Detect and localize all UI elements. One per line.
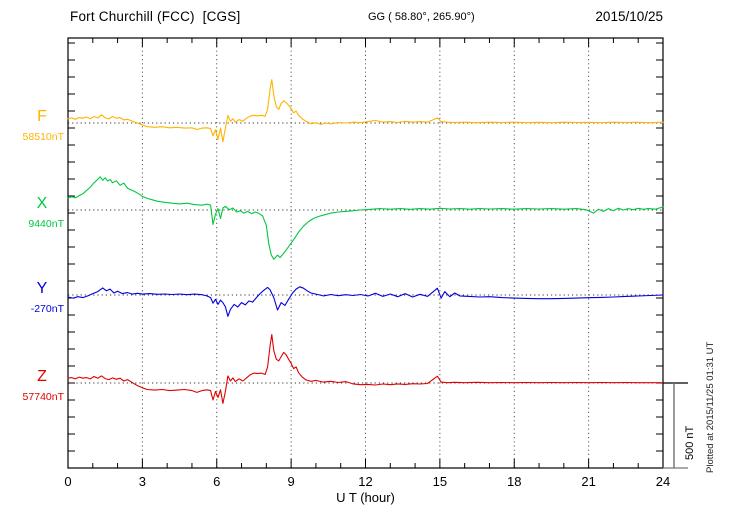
plot-date: 2015/10/25 xyxy=(595,9,663,24)
x-tick-label: 18 xyxy=(507,474,521,489)
trace-Z xyxy=(67,334,664,404)
x-tick-label: 24 xyxy=(656,474,670,489)
x-axis-label: U T (hour) xyxy=(336,490,395,505)
x-tick-label: 0 xyxy=(64,474,71,489)
station-title: Fort Churchill (FCC) [CGS] xyxy=(70,9,241,24)
channel-baseline-z: 57740nT xyxy=(22,391,64,403)
trace-F xyxy=(67,79,664,143)
x-tick-label: 15 xyxy=(433,474,447,489)
x-tick-label: 9 xyxy=(288,474,295,489)
x-tick-label: 6 xyxy=(213,474,220,489)
channel-baseline-x: 9440nT xyxy=(28,218,64,230)
trace-Y xyxy=(67,286,664,317)
channel-baseline-y: -270nT xyxy=(30,303,64,315)
x-tick-label: 3 xyxy=(139,474,146,489)
x-tick-label: 12 xyxy=(358,474,372,489)
geographic-coords: GG ( 58.80°, 265.90°) xyxy=(368,11,475,23)
x-tick-label: 21 xyxy=(581,474,595,489)
channel-label-x: X xyxy=(36,195,48,212)
channel-label-z: Z xyxy=(37,368,47,385)
plotted-timestamp-note: Plotted at 2015/11/25 01:31 UT xyxy=(705,341,716,473)
channel-label-f: F xyxy=(37,108,47,125)
plot-frame xyxy=(67,37,664,469)
scale-bar-label: 500 nT xyxy=(684,425,696,460)
channel-baseline-f: 58510nT xyxy=(22,131,64,143)
channel-label-y: Y xyxy=(36,280,48,297)
trace-X xyxy=(67,176,664,260)
